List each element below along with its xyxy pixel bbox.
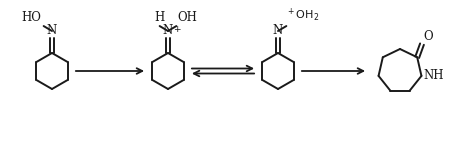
Text: +: + bbox=[173, 25, 181, 34]
Text: N: N bbox=[47, 24, 57, 37]
Text: OH: OH bbox=[177, 11, 197, 24]
Text: $^+$OH$_2$: $^+$OH$_2$ bbox=[286, 7, 319, 24]
Text: N: N bbox=[273, 24, 283, 37]
Text: N: N bbox=[163, 24, 173, 37]
Text: H: H bbox=[155, 11, 165, 24]
Text: O: O bbox=[423, 30, 433, 43]
Text: HO: HO bbox=[22, 11, 42, 24]
Text: NH: NH bbox=[423, 69, 444, 82]
